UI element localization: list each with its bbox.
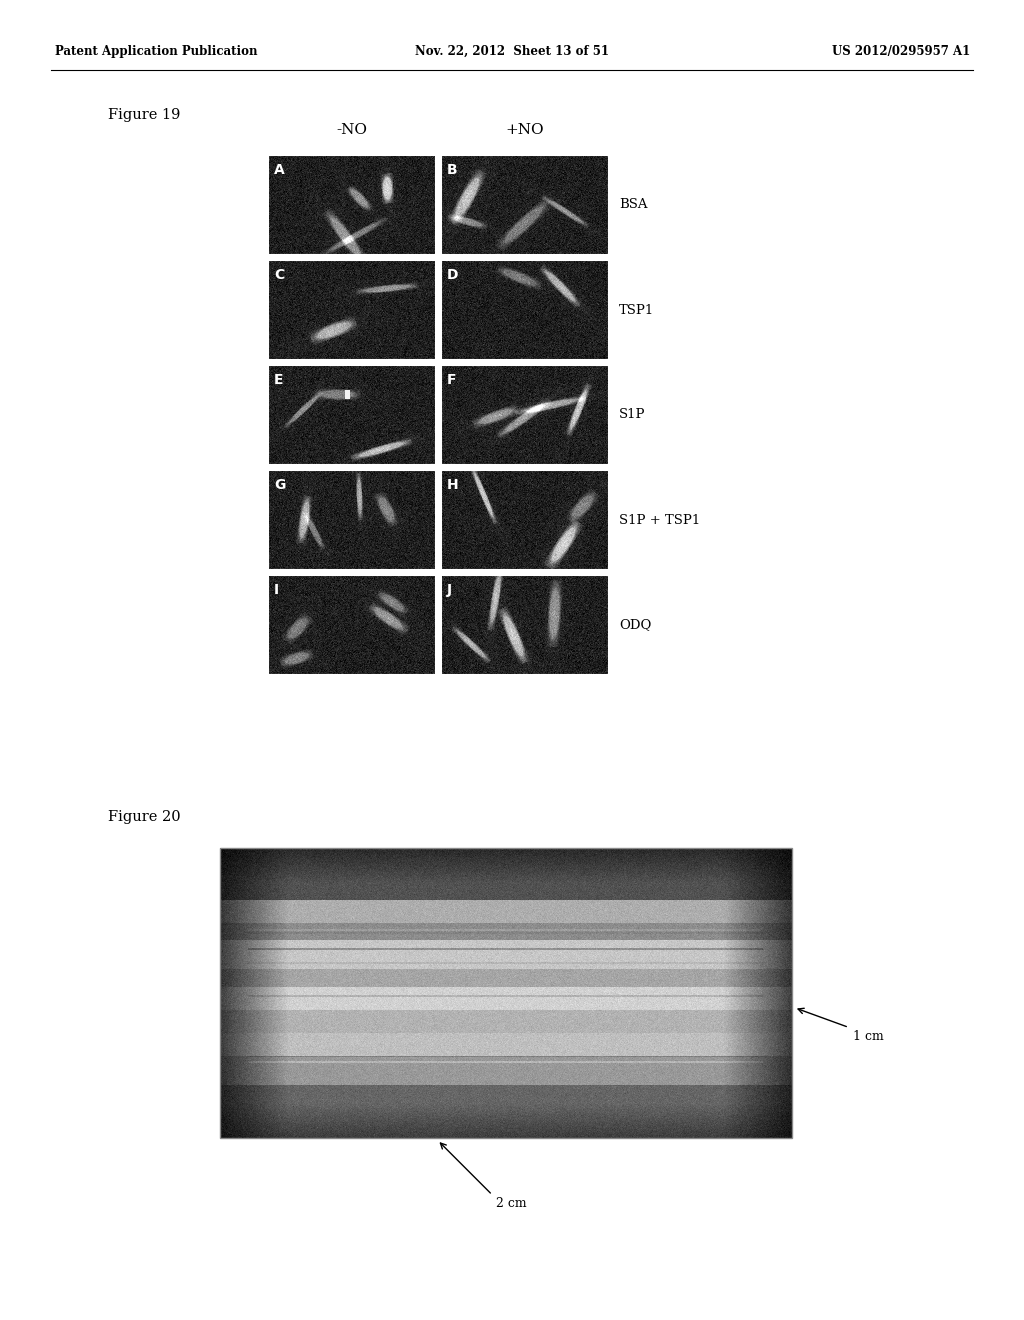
Text: TSP1: TSP1 (618, 304, 654, 317)
Bar (441, 366, 609, 465)
Bar (220, 847, 792, 1138)
Text: D: D (447, 268, 459, 282)
Text: A: A (274, 162, 285, 177)
Bar (441, 470, 609, 570)
Bar (441, 576, 609, 675)
Text: 1 cm: 1 cm (853, 1030, 884, 1043)
Bar (268, 154, 436, 255)
Text: J: J (447, 583, 453, 597)
Text: S1P + TSP1: S1P + TSP1 (618, 513, 700, 527)
Bar (268, 366, 436, 465)
Text: Figure 19: Figure 19 (108, 108, 180, 121)
Bar (441, 260, 609, 360)
Text: F: F (447, 374, 457, 387)
Text: C: C (274, 268, 285, 282)
Text: Figure 20: Figure 20 (108, 810, 180, 824)
Bar (441, 154, 609, 255)
Text: G: G (274, 478, 286, 492)
Text: H: H (447, 478, 459, 492)
Text: Patent Application Publication: Patent Application Publication (55, 45, 257, 58)
Text: B: B (447, 162, 458, 177)
Bar (268, 260, 436, 360)
Text: BSA: BSA (618, 198, 647, 211)
Text: -NO: -NO (337, 123, 368, 137)
Bar (268, 470, 436, 570)
Text: +NO: +NO (506, 123, 545, 137)
Bar (268, 576, 436, 675)
Text: E: E (274, 374, 284, 387)
Text: US 2012/0295957 A1: US 2012/0295957 A1 (831, 45, 970, 58)
Text: 2 cm: 2 cm (497, 1197, 527, 1210)
Text: Nov. 22, 2012  Sheet 13 of 51: Nov. 22, 2012 Sheet 13 of 51 (415, 45, 609, 58)
Text: I: I (274, 583, 280, 597)
Text: S1P: S1P (618, 408, 645, 421)
Text: ODQ: ODQ (618, 619, 651, 631)
